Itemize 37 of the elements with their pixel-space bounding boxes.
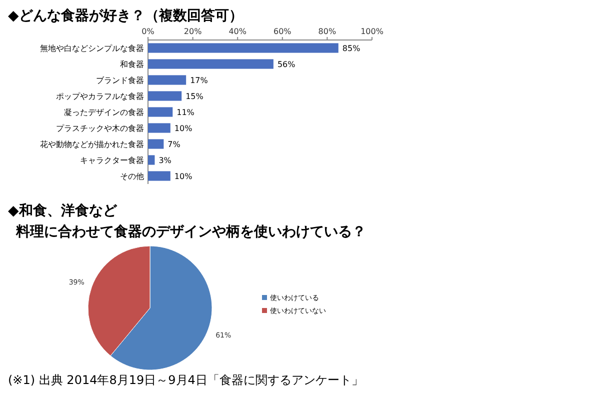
y-tick-label: 無地や白などシンプルな食器	[40, 44, 144, 53]
y-tick-label: 和食器	[120, 60, 144, 69]
bar	[148, 91, 182, 101]
data-label: 10%	[174, 124, 193, 133]
chart-subtitle: 料理に合わせて食器のデザインや柄を使いわけている？	[15, 224, 366, 240]
bar	[148, 123, 170, 133]
x-tick-label: 80%	[318, 27, 336, 36]
y-tick-label: キャラクター食器	[80, 156, 144, 165]
bar	[148, 75, 186, 85]
data-label: 17%	[190, 76, 208, 85]
x-tick-label: 40%	[228, 27, 247, 36]
y-tick-label: ブランド食器	[96, 76, 144, 85]
chart-title: ◆どんな食器が好き？（複数回答可）	[8, 7, 243, 24]
bar	[148, 171, 170, 181]
data-label: 15%	[186, 92, 204, 101]
bar	[148, 155, 155, 165]
data-label: 56%	[277, 60, 296, 69]
data-label: 85%	[342, 44, 361, 53]
y-tick-label: 花や動物などが描かれた食器	[40, 140, 144, 149]
data-label: 3%	[158, 156, 172, 165]
x-tick-label: 100%	[360, 27, 384, 36]
y-tick-label: ポップやカラフルな食器	[56, 92, 144, 101]
bar	[148, 43, 338, 53]
data-label: 7%	[168, 140, 181, 149]
bar	[148, 107, 173, 117]
bar	[148, 59, 274, 69]
y-tick-label: 凝ったデザインの食器	[64, 108, 144, 117]
data-label: 10%	[174, 172, 193, 181]
x-tick-label: 0%	[142, 27, 155, 36]
y-tick-label: その他	[120, 172, 144, 181]
x-tick-label: 20%	[184, 27, 202, 36]
text: (※1) 出典 2014年8月19日～9月4日「食器に関するアンケート」	[8, 373, 364, 387]
data-label: 11%	[176, 108, 195, 117]
bar	[148, 139, 164, 149]
chart-title: ◆和食、洋食など	[8, 203, 118, 219]
y-tick-label: プラスチックや木の食器	[56, 124, 144, 133]
x-tick-label: 60%	[274, 27, 292, 36]
